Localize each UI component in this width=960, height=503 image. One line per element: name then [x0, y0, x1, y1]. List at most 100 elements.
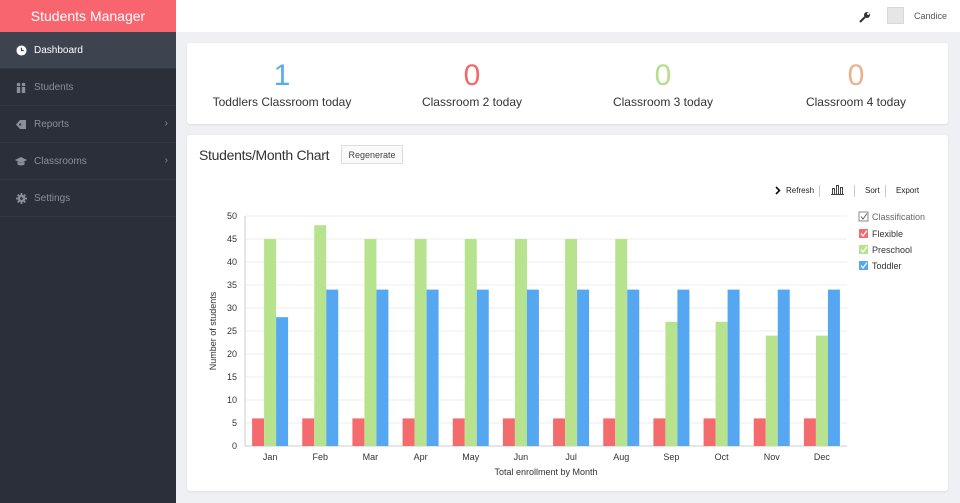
stat-toddlers: 1 Toddlers Classroom today — [187, 43, 377, 124]
sidebar-item-label: Students — [34, 81, 74, 93]
toolbar-divider — [854, 185, 855, 197]
legend-swatch — [859, 229, 868, 238]
x-tick-label: Jun — [514, 452, 529, 462]
sidebar: Students Manager Dashboard Students Repo… — [0, 0, 176, 503]
x-tick-label: May — [462, 452, 480, 462]
stat-value: 1 — [273, 59, 291, 92]
chevron-right-icon: › — [164, 118, 168, 129]
legend-label: Preschool — [872, 245, 912, 255]
bar-toddler — [326, 289, 339, 446]
toolbar-divider — [885, 185, 886, 197]
bar-toddler — [727, 289, 740, 446]
x-axis-label: Total enrollment by Month — [494, 467, 597, 477]
bar-toddler — [476, 289, 489, 446]
bar-toddler — [276, 317, 289, 446]
x-tick-label: Mar — [363, 452, 379, 462]
bar-preschool — [264, 239, 277, 446]
regenerate-button[interactable]: Regenerate — [341, 145, 403, 164]
sort-button[interactable]: Sort — [865, 186, 880, 195]
stat-value: 0 — [463, 59, 481, 92]
bar-toddler — [577, 289, 590, 446]
y-tick-label: 40 — [227, 257, 237, 267]
app-brand[interactable]: Students Manager — [0, 0, 176, 32]
bar-flexible — [352, 418, 365, 446]
bar-flexible — [653, 418, 666, 446]
stat-label: Toddlers Classroom today — [212, 95, 352, 109]
sidebar-item-students[interactable]: Students — [0, 69, 176, 106]
bar-preschool — [565, 239, 578, 446]
bar-flexible — [452, 418, 465, 446]
legend-swatch — [859, 245, 868, 254]
stat-classroom-2: 0 Classroom 2 today — [377, 43, 567, 124]
legend-checkbox — [858, 211, 869, 222]
y-axis-label: Number of students — [208, 291, 218, 370]
bar-toddler — [777, 289, 790, 446]
x-tick-label: Apr — [414, 452, 428, 462]
bar-preschool — [514, 239, 527, 446]
refresh-button[interactable]: Refresh — [786, 186, 815, 195]
x-tick-label: Jan — [263, 452, 278, 462]
bar-preschool — [414, 239, 427, 446]
check-icon — [860, 246, 868, 253]
stat-label: Classroom 3 today — [612, 95, 714, 109]
sidebar-item-settings[interactable]: Settings — [0, 180, 176, 217]
wrench-icon[interactable] — [859, 10, 871, 23]
bar-preschool — [464, 239, 477, 446]
bar-preschool — [615, 239, 628, 446]
bar-flexible — [803, 418, 816, 446]
y-tick-label: 20 — [227, 349, 237, 359]
bar-flexible — [302, 418, 315, 446]
bar-flexible — [553, 418, 566, 446]
sidebar-item-reports[interactable]: Reports › — [0, 106, 176, 143]
bar-flexible — [603, 418, 616, 446]
bar-flexible — [753, 418, 766, 446]
stats-card: 1 Toddlers Classroom today 0 Classroom 2… — [187, 43, 948, 124]
bar-preschool — [665, 321, 678, 446]
x-tick-label: Nov — [764, 452, 781, 462]
bar-flexible — [502, 418, 515, 446]
bar-preschool — [715, 321, 728, 446]
sidebar-item-label: Dashboard — [34, 44, 83, 56]
sidebar-item-label: Settings — [34, 192, 71, 204]
bar-chart: 0 5 10 15 20 25 30 35 40 45 50 Jan Feb Mar Apr May Jun Ju… — [208, 211, 925, 477]
bar-flexible — [252, 418, 265, 446]
sidebar-item-dashboard[interactable]: Dashboard — [0, 32, 176, 69]
legend-label: Flexible — [872, 229, 903, 239]
x-tick-label: Aug — [613, 452, 629, 462]
bar-chart-icon[interactable] — [831, 184, 844, 197]
chart-card: Students/Month Chart Regenerate Refresh … — [187, 135, 948, 491]
stat-label: Classroom 2 today — [421, 95, 523, 109]
legend-swatch — [859, 261, 868, 270]
sidebar-item-classrooms[interactable]: Classrooms › — [0, 143, 176, 180]
export-button[interactable]: Export — [896, 186, 920, 195]
legend-label: Toddler — [872, 261, 902, 271]
bar-flexible — [402, 418, 415, 446]
bar-preschool — [314, 225, 327, 446]
y-tick-label: 25 — [227, 326, 237, 336]
avatar[interactable] — [887, 7, 904, 24]
x-tick-label: Oct — [715, 452, 730, 462]
y-tick-label: 15 — [227, 372, 237, 382]
user-name[interactable]: Candice — [913, 11, 947, 21]
bar-preschool — [364, 239, 377, 446]
tag-icon — [15, 118, 27, 130]
bar-preschool — [815, 335, 828, 446]
stat-classroom-4: 0 Classroom 4 today — [761, 43, 951, 124]
stat-classroom-3: 0 Classroom 3 today — [568, 43, 758, 124]
sidebar-item-label: Classrooms — [34, 155, 87, 167]
x-tick-label: Sep — [663, 452, 679, 462]
bar-toddler — [677, 289, 690, 446]
bar-toddler — [827, 289, 840, 446]
bar-flexible — [703, 418, 716, 446]
gear-icon — [15, 192, 27, 204]
y-tick-label: 10 — [227, 395, 237, 405]
chevron-right-icon: › — [164, 155, 168, 166]
stat-value: 0 — [847, 59, 865, 92]
chevron-right-icon[interactable] — [775, 186, 781, 197]
x-tick-label: Jul — [565, 452, 577, 462]
clock-icon — [15, 44, 27, 56]
stat-value: 0 — [654, 59, 672, 92]
legend-title: Classification — [872, 212, 925, 222]
check-icon — [860, 213, 868, 220]
y-tick-label: 30 — [227, 303, 237, 313]
